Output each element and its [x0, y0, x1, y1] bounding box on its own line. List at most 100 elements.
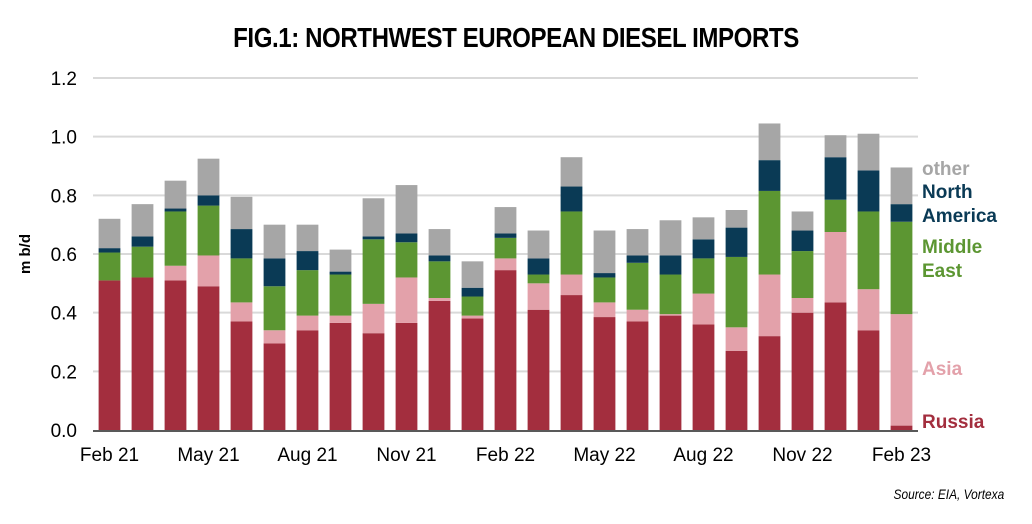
legend-label: Middle	[922, 237, 982, 258]
bar-segment-north-america	[197, 195, 220, 206]
bar-segment-middle-east	[725, 256, 748, 328]
bar-segment-russia	[164, 280, 187, 430]
bar-segment-russia	[659, 315, 682, 430]
bar-segment-middle-east	[527, 274, 550, 284]
bar-stack	[659, 220, 682, 430]
bar-segment-asia	[593, 302, 616, 318]
bar-segment-other	[725, 210, 748, 228]
bar-segment-asia	[560, 274, 583, 296]
x-tick-label: Nov 22	[772, 445, 832, 466]
bar-segment-russia	[296, 330, 319, 430]
bar-segment-asia	[824, 232, 847, 303]
bar-segment-middle-east	[692, 258, 715, 294]
bars	[98, 123, 913, 430]
bar-segment-asia	[725, 327, 748, 351]
bar-segment-asia	[758, 274, 781, 337]
bar-stack	[197, 158, 220, 430]
bar-segment-other	[98, 218, 121, 249]
bar-segment-middle-east	[890, 221, 913, 315]
bar-segment-north-america	[659, 255, 682, 275]
bar-stack	[626, 229, 649, 430]
bar-segment-asia	[230, 302, 253, 322]
bar-segment-north-america	[692, 239, 715, 259]
bar-segment-asia	[428, 298, 451, 301]
bar-segment-asia	[197, 255, 220, 287]
bar-segment-middle-east	[395, 242, 418, 278]
bar-segment-north-america	[626, 255, 649, 263]
bar-segment-middle-east	[263, 286, 286, 331]
y-tick-label: 0.0	[51, 421, 77, 442]
x-tick-label: May 22	[573, 445, 635, 466]
bar-segment-russia	[98, 280, 121, 430]
bar-segment-russia	[362, 333, 385, 430]
x-tick-label: Aug 22	[673, 445, 733, 466]
x-axis-ticks: Feb 21 May 21 Aug 21 Nov 21 Feb 22 May 22 Aug …	[80, 445, 931, 466]
bar-segment-north-america	[791, 230, 814, 252]
bar-segment-russia	[395, 322, 418, 430]
bar-segment-north-america	[164, 208, 187, 212]
bar-segment-other	[857, 133, 880, 171]
bar-segment-other	[527, 230, 550, 259]
bar-segment-north-america	[725, 227, 748, 257]
bar-stack	[692, 217, 715, 430]
bar-stack	[98, 218, 121, 430]
bar-segment-middle-east	[593, 277, 616, 303]
bar-segment-russia	[230, 321, 253, 430]
bar-segment-middle-east	[197, 205, 220, 256]
legend-label: America	[922, 206, 997, 227]
bar-segment-other	[593, 230, 616, 274]
bar-segment-north-america	[824, 157, 847, 200]
bar-segment-middle-east	[362, 239, 385, 304]
y-tick-label: 1.2	[51, 69, 77, 90]
y-tick-label: 0.6	[51, 245, 77, 266]
bar-segment-asia	[857, 289, 880, 331]
y-axis-label: m b/d	[17, 234, 34, 274]
bar-segment-middle-east	[494, 237, 517, 259]
bar-segment-north-america	[98, 248, 121, 253]
source-note: Source: EIA, Vortexa	[893, 486, 1004, 502]
bar-segment-russia	[428, 300, 451, 430]
bar-segment-asia	[164, 265, 187, 281]
bar-segment-asia	[296, 315, 319, 331]
bar-segment-middle-east	[560, 211, 583, 275]
bar-segment-middle-east	[461, 296, 484, 316]
bar-segment-north-america	[593, 273, 616, 278]
bar-segment-asia	[791, 298, 814, 313]
bar-segment-middle-east	[428, 261, 451, 298]
bar-stack	[494, 207, 517, 430]
y-tick-label: 1.0	[51, 128, 77, 149]
bar-segment-russia	[692, 324, 715, 430]
bar-segment-russia	[329, 322, 352, 430]
bar-segment-north-america	[362, 236, 385, 240]
bar-segment-other	[626, 229, 649, 256]
bar-segment-other	[758, 123, 781, 161]
bar-segment-asia	[659, 314, 682, 316]
bar-segment-other	[362, 198, 385, 237]
bar-segment-other	[890, 167, 913, 205]
bar-segment-asia	[395, 277, 418, 323]
bar-segment-north-america	[890, 204, 913, 222]
bar-stack	[362, 198, 385, 430]
bar-segment-russia	[791, 312, 814, 430]
bar-segment-russia	[263, 343, 286, 430]
bar-stack	[263, 224, 286, 430]
x-tick-label: Feb 21	[80, 445, 139, 466]
bar-segment-russia	[890, 425, 913, 430]
bar-stack	[527, 230, 550, 430]
bar-segment-middle-east	[824, 199, 847, 232]
bar-segment-middle-east	[857, 211, 880, 290]
bar-segment-north-america	[329, 271, 352, 275]
y-tick-label: 0.8	[51, 186, 77, 207]
bar-segment-asia	[461, 315, 484, 319]
legend-label: Asia	[922, 359, 963, 380]
bar-segment-asia	[527, 283, 550, 310]
bar-segment-middle-east	[659, 274, 682, 315]
bar-segment-north-america	[131, 236, 154, 247]
legend-label: other	[922, 159, 970, 180]
bar-segment-north-america	[857, 170, 880, 212]
bar-segment-middle-east	[164, 211, 187, 266]
bar-segment-asia	[494, 258, 517, 271]
x-tick-label: Feb 22	[476, 445, 535, 466]
bar-segment-other	[131, 204, 154, 237]
